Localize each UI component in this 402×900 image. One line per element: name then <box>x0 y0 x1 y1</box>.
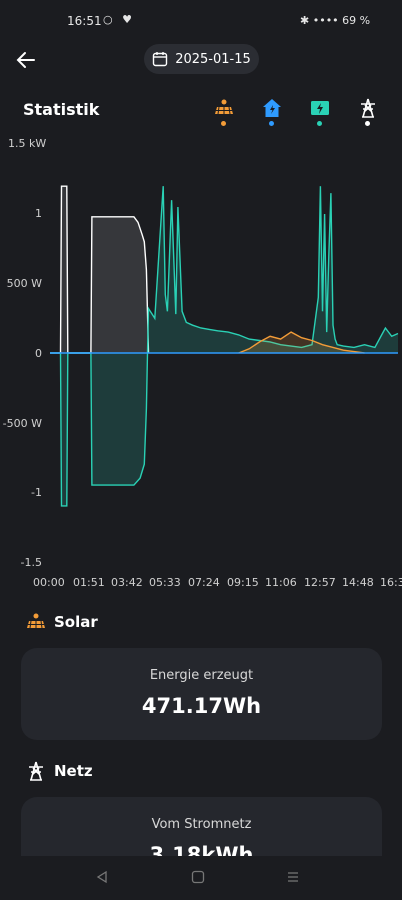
grid-heading-label: Netz <box>54 762 93 780</box>
y-tick-label: 1.5 kW <box>8 137 47 150</box>
solar-energy-card: Energie erzeugt 471.17Wh <box>21 648 382 740</box>
x-tick-label: 11:06 <box>265 576 297 589</box>
tab-solar[interactable] <box>214 98 234 118</box>
x-tick-label: 09:15 <box>227 576 259 589</box>
solar-panel-icon <box>215 99 233 115</box>
power-chart[interactable] <box>0 0 402 580</box>
tab-battery[interactable] <box>310 98 330 118</box>
y-tick-label: -500 W <box>2 417 42 430</box>
status-battery: ✱ •••• 69 % <box>300 14 371 27</box>
home-icon <box>263 99 281 117</box>
power-tower-icon <box>29 761 43 781</box>
tab-home[interactable] <box>262 98 282 118</box>
page-title: Statistik <box>23 100 100 119</box>
status-bar: 16:51 ○ ♥ ✱ •••• 69 % <box>0 0 402 44</box>
status-time: 16:51 <box>67 14 102 28</box>
y-tick-label: -1.5 <box>20 556 42 569</box>
tab-grid-indicator <box>365 121 370 126</box>
y-tick-label: 500 W <box>6 277 42 290</box>
back-button[interactable] <box>14 48 38 72</box>
solar-section-heading: Solar <box>26 612 98 632</box>
tab-grid[interactable] <box>358 98 378 118</box>
series-line <box>50 185 150 354</box>
power-tower-icon <box>361 98 375 118</box>
x-tick-label: 12:57 <box>304 576 336 589</box>
y-tick-label: 0 <box>35 347 42 360</box>
system-navigation-bar <box>0 856 402 900</box>
y-tick-label: -1 <box>31 486 42 499</box>
series-area <box>50 186 398 506</box>
tab-solar-indicator <box>221 121 226 126</box>
x-tick-label: 01:51 <box>73 576 105 589</box>
grid-section-heading: Netz <box>26 761 93 781</box>
nav-home-icon[interactable] <box>191 870 205 884</box>
series-line <box>238 331 365 354</box>
x-tick-label: 05:33 <box>149 576 181 589</box>
tab-battery-indicator <box>317 121 322 126</box>
nav-recents-icon[interactable] <box>286 870 300 884</box>
solar-card-label: Energie erzeugt <box>149 668 254 683</box>
date-picker-button[interactable]: 2025-01-15 <box>144 44 259 74</box>
x-tick-label: 16:3 <box>380 576 402 589</box>
x-tick-label: 00:00 <box>33 576 65 589</box>
solar-card-value: 471.17Wh <box>141 694 262 718</box>
x-tick-label: 07:24 <box>188 576 220 589</box>
tab-home-indicator <box>269 121 274 126</box>
x-tick-label: 14:48 <box>342 576 374 589</box>
arrow-left-icon <box>16 52 35 68</box>
date-label: 2025-01-15 <box>175 51 251 67</box>
solar-heading-label: Solar <box>54 613 98 631</box>
y-tick-label: 1 <box>35 207 42 220</box>
x-tick-label: 03:42 <box>111 576 143 589</box>
battery-icon <box>311 101 329 115</box>
solar-panel-icon <box>27 613 45 629</box>
status-notification-icons: ○ ♥ <box>103 13 135 26</box>
series-line <box>50 186 399 507</box>
calendar-icon <box>153 52 168 67</box>
nav-back-icon[interactable] <box>95 870 109 884</box>
grid-card-label: Vom Stromnetz <box>151 817 252 832</box>
series-area <box>50 186 149 353</box>
